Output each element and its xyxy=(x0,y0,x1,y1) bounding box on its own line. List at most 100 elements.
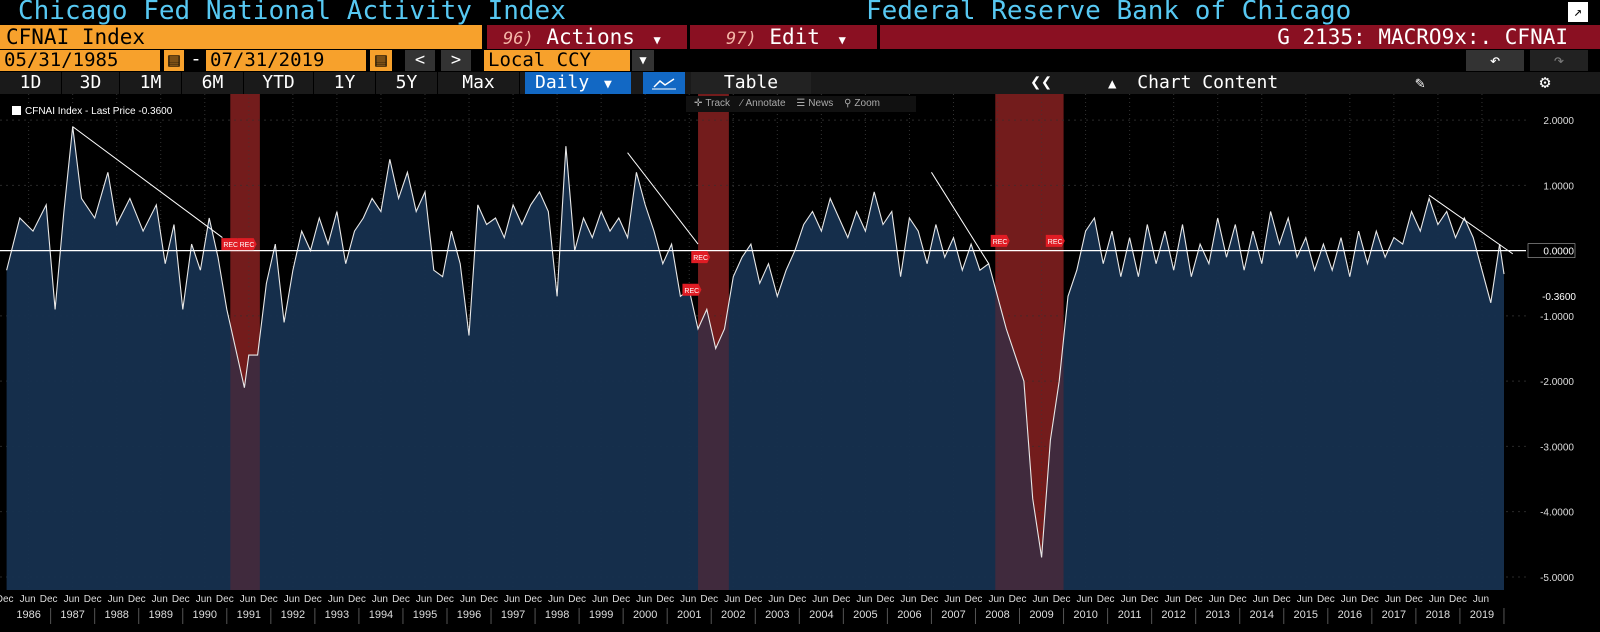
tool-zoom[interactable]: Zoom xyxy=(854,98,880,109)
x-year-label: 2019 xyxy=(1470,609,1494,621)
undo-icon[interactable]: ↶ xyxy=(1466,50,1524,71)
timeframe-ytd[interactable]: YTD xyxy=(244,72,314,94)
calendar-icon[interactable]: ▤ xyxy=(164,50,184,71)
x-tick-label: Dec xyxy=(1009,594,1027,605)
x-year-label: 2004 xyxy=(809,609,833,621)
y-tick-label: -1.0000 xyxy=(1540,312,1574,323)
timeframe-3d[interactable]: 3D xyxy=(62,72,120,94)
previous-button[interactable]: < xyxy=(405,50,435,71)
timeframe-1d[interactable]: 1D xyxy=(0,72,62,94)
x-year-label: 2011 xyxy=(1118,609,1142,621)
x-tick-label: Dec xyxy=(656,594,674,605)
x-tick-label: Jun xyxy=(416,594,432,605)
x-tick-label: Dec xyxy=(788,594,806,605)
x-tick-label: Dec xyxy=(304,594,322,605)
x-tick-label: Dec xyxy=(524,594,542,605)
periodicity-select[interactable]: Daily ▼ xyxy=(525,72,631,94)
next-button[interactable]: > xyxy=(441,50,471,71)
chart-content-button[interactable]: ▲ Chart Content xyxy=(1108,72,1358,94)
recession-marker-label: REC xyxy=(240,242,255,249)
x-year-label: 2016 xyxy=(1338,609,1362,621)
x-tick-label: Dec xyxy=(172,594,190,605)
start-date-input[interactable]: 05/31/1985 xyxy=(0,50,160,71)
tool-annotate[interactable]: Annotate xyxy=(745,98,786,109)
gear-icon[interactable]: ⚙ xyxy=(1539,72,1551,93)
export-icon[interactable]: ↗ xyxy=(1568,2,1588,22)
chart-legend: CFNAI Index - Last Price -0.3600 xyxy=(6,104,179,119)
x-tick-label: Jun xyxy=(64,594,80,605)
x-year-label: 2008 xyxy=(985,609,1009,621)
actions-menu[interactable]: 96) Actions ▼ xyxy=(487,25,687,49)
x-year-label: 1989 xyxy=(149,609,173,621)
y-tick-label: -3.0000 xyxy=(1540,442,1574,453)
x-tick-label: Jun xyxy=(372,594,388,605)
tool-news[interactable]: News xyxy=(808,98,834,109)
x-year-label: 2017 xyxy=(1382,609,1406,621)
x-tick-label: Dec xyxy=(612,594,630,605)
x-tick-label: Jun xyxy=(768,594,784,605)
zoom-icon: ⚲ xyxy=(844,98,852,109)
chevron-down-icon: ▼ xyxy=(838,33,846,47)
table-tab[interactable]: Table xyxy=(691,72,811,94)
cfnai-area xyxy=(6,126,1505,590)
timeframe-1m[interactable]: 1M xyxy=(120,72,182,94)
x-tick-label: Dec xyxy=(568,594,586,605)
x-tick-label: Jun xyxy=(1473,594,1489,605)
recession-marker-label: REC xyxy=(993,239,1008,246)
currency-select[interactable]: Local CCY xyxy=(484,50,630,71)
x-tick-label: Jun xyxy=(504,594,520,605)
y-tick-label: -4.0000 xyxy=(1540,508,1574,519)
x-tick-label: Dec xyxy=(480,594,498,605)
chevron-down-icon[interactable]: ▼ xyxy=(632,50,654,71)
x-year-label: 1997 xyxy=(501,609,525,621)
x-tick-label: Jun xyxy=(988,594,1004,605)
collapse-icon[interactable]: ❮❮ xyxy=(1030,72,1052,93)
timeframe-max[interactable]: Max xyxy=(438,72,520,94)
x-tick-label: Dec xyxy=(1141,594,1159,605)
tool-track[interactable]: Track xyxy=(705,98,731,109)
x-tick-label: Dec xyxy=(84,594,102,605)
x-year-label: 2007 xyxy=(941,609,965,621)
x-year-label: 2002 xyxy=(721,609,745,621)
edit-menu[interactable]: 97) Edit ▼ xyxy=(690,25,877,49)
redo-icon[interactable]: ↷ xyxy=(1530,50,1588,71)
recession-marker xyxy=(221,238,241,251)
x-tick-label: Jun xyxy=(900,594,916,605)
x-year-label: 1991 xyxy=(237,609,261,621)
x-tick-label: Dec xyxy=(436,594,454,605)
line-chart-icon[interactable] xyxy=(643,72,685,94)
recession-marker xyxy=(1045,234,1065,247)
ticker-field[interactable]: CFNAI Index xyxy=(0,25,482,49)
x-tick-label: Jun xyxy=(592,594,608,605)
x-tick-label: Jun xyxy=(548,594,564,605)
x-tick-label: Jun xyxy=(152,594,168,605)
x-year-label: 2000 xyxy=(633,609,657,621)
x-year-label: 2015 xyxy=(1294,609,1318,621)
function-code: G 2135: MACRO9x:. CFNAI xyxy=(880,25,1600,49)
x-year-label: 2010 xyxy=(1073,609,1097,621)
x-tick-label: Dec xyxy=(1185,594,1203,605)
x-year-label: 2006 xyxy=(897,609,921,621)
recession-marker xyxy=(990,234,1010,247)
x-tick-label: Dec xyxy=(965,594,983,605)
recession-overlay xyxy=(995,94,1064,590)
x-tick-label: Jun xyxy=(240,594,256,605)
title-bar xyxy=(0,0,1600,26)
x-year-label: 1996 xyxy=(457,609,481,621)
draw-icon[interactable]: ✎ xyxy=(1415,73,1425,92)
y-tick-label: 0.0000 xyxy=(1543,247,1574,258)
end-date-input[interactable]: 07/31/2019 xyxy=(206,50,366,71)
x-tick-label: Jun xyxy=(1341,594,1357,605)
timeframe-6m[interactable]: 6M xyxy=(182,72,244,94)
timeframe-5y[interactable]: 5Y xyxy=(376,72,438,94)
x-tick-label: Dec xyxy=(1405,594,1423,605)
x-tick-label: Jun xyxy=(1032,594,1048,605)
x-tick-label: Dec xyxy=(877,594,895,605)
timeframe-1y[interactable]: 1Y xyxy=(314,72,376,94)
x-tick-label: Dec xyxy=(392,594,410,605)
calendar-icon[interactable]: ▤ xyxy=(370,50,392,71)
trend-line xyxy=(627,152,699,245)
crosshair-icon: ✛ xyxy=(694,98,703,109)
x-tick-label: Dec xyxy=(0,594,14,605)
